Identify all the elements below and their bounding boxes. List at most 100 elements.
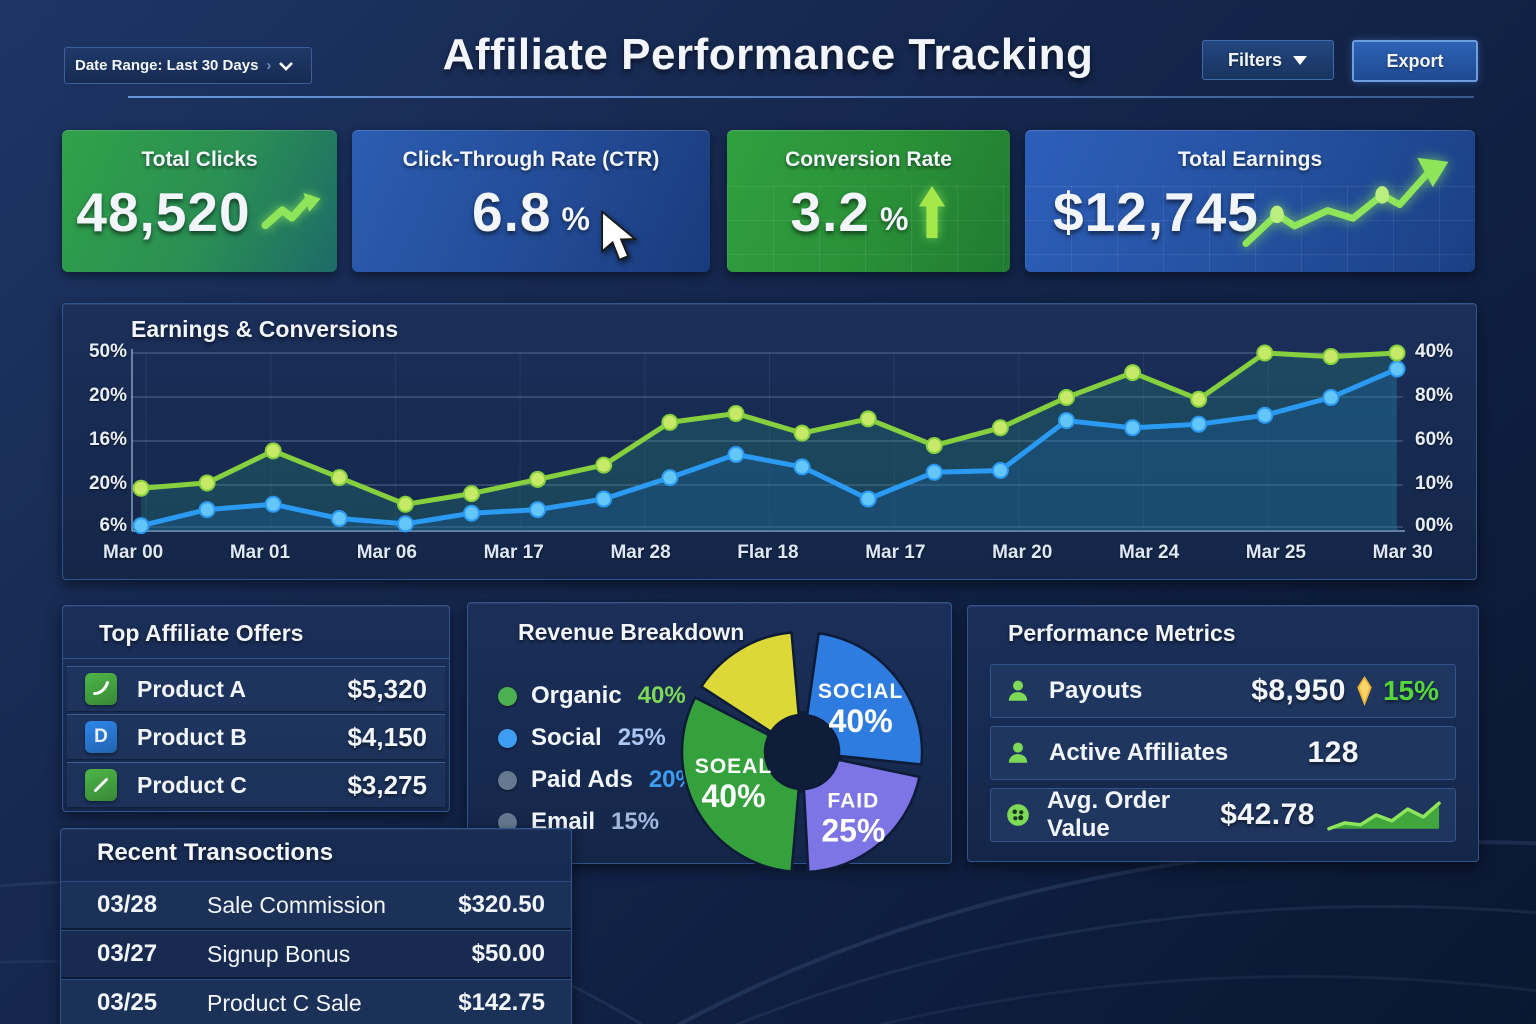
legend-item: Organic 40% [498, 675, 697, 717]
transaction-label: Signup Bonus [207, 940, 351, 967]
y-axis-tick-label: 20% [88, 385, 127, 406]
metric-label: Avg. Order Value [1047, 787, 1171, 842]
person-icon [1005, 678, 1033, 704]
y-axis-tick-label: 80% [1415, 385, 1454, 406]
export-button[interactable]: Export [1352, 40, 1478, 82]
x-axis-tick-label: Mar 00 [103, 542, 164, 563]
earnings-sparkline-icon [1242, 157, 1449, 248]
kpi-label: Total Clicks [141, 148, 258, 171]
metric-change: 15% [1382, 675, 1439, 706]
kpi-label: Conversion Rate [785, 148, 952, 171]
metric-value: 128 [1307, 736, 1359, 769]
pie-legend: Organic 40% Social 25% Paid Ads 20% Email 15% [498, 675, 697, 843]
offer-name: Product B [137, 723, 247, 750]
x-axis-tick-label: Mar 01 [229, 542, 291, 563]
x-axis-tick-label: Mar 24 [1118, 542, 1180, 563]
kpi-card-ctr: Click-Through Rate (CTR) 6.8 % [352, 130, 710, 272]
legend-label: Paid Ads [531, 766, 633, 793]
svg-text:FAID: FAID [827, 789, 879, 812]
transaction-row: 03/28 Sale Commission $320.50 [61, 881, 571, 930]
x-axis-tick-label: Mar 30 [1372, 542, 1433, 563]
green-swoosh-icon [85, 673, 117, 705]
kpi-value: $12,745 [1053, 181, 1259, 243]
kpi-value: 3.2 [790, 181, 870, 243]
metrics-title: Performance Metrics [1008, 620, 1236, 646]
offer-value: $5,320 [347, 673, 427, 704]
svg-text:40%: 40% [829, 703, 893, 739]
y-axis-tick-label: 6% [99, 515, 127, 536]
filters-button-label: Filters [1227, 49, 1283, 70]
x-axis-labels: Mar 00 Mar 01 Mar 06 Mar 17 Mar 28 Flar 18 Mar… [103, 542, 1433, 564]
sparkline-icon [1327, 801, 1441, 831]
x-axis-tick-label: Mar 17 [865, 542, 926, 563]
kpi-value: 6.8 [472, 181, 552, 243]
transaction-date: 03/25 [97, 989, 158, 1016]
legend-dot-icon [498, 812, 517, 832]
header-divider [128, 96, 1474, 98]
arrow-up-icon [919, 186, 946, 238]
y-axis-tick-label: 20% [88, 473, 127, 494]
y-axis-tick-label: 16% [88, 429, 127, 450]
offer-name: Product A [137, 675, 247, 702]
legend-label: Social [531, 724, 602, 751]
chevron-down-icon [1293, 55, 1308, 65]
transaction-amount: $142.75 [458, 989, 545, 1016]
metric-row: Payouts $8,950 15% [990, 664, 1456, 718]
trend-up-icon [261, 192, 321, 230]
transactions-title: Recent Transoctions [97, 839, 334, 866]
legend-dot-icon [498, 770, 517, 790]
kpi-value-suffix: % [561, 200, 590, 237]
svg-text:SOCIAL: SOCIAL [818, 680, 903, 703]
svg-text:40%: 40% [701, 778, 765, 814]
x-axis-tick-label: Flar 18 [737, 542, 799, 563]
kpi-label: Click-Through Rate (CTR) [402, 148, 660, 171]
y-axis-tick-label: 50% [88, 341, 127, 362]
legend-dot-icon [498, 686, 517, 706]
transaction-label: Sale Commission [207, 891, 386, 918]
x-axis-tick-label: Mar 17 [483, 542, 544, 563]
x-axis-tick-label: Mar 06 [356, 542, 417, 563]
chart-title: Earnings & Conversions [131, 316, 399, 342]
offer-name: Product C [137, 771, 247, 798]
top-affiliate-offers-panel: Top Affiliate Offers Product A $5,320 D Pro… [62, 605, 450, 812]
kpi-value-suffix: % [880, 200, 909, 237]
revenue-breakdown-panel: Revenue Breakdown Organic 40% Social 25% Pai… [467, 602, 952, 874]
transaction-date: 03/28 [97, 891, 158, 918]
recent-transactions-panel: Recent Transoctions 03/28 Sale Commission… [60, 828, 572, 1024]
kpi-card-total-clicks: Total Clicks 48,520 [62, 130, 337, 272]
kpi-value: 48,520 [76, 181, 251, 243]
metric-label: Payouts [1049, 677, 1143, 704]
offer-row: D Product B $4,150 [67, 714, 445, 760]
legend-dot-icon [498, 728, 517, 748]
transaction-row: 03/27 Signup Bonus $50.00 [61, 930, 571, 979]
offers-title: Top Affiliate Offers [99, 620, 304, 646]
x-axis-tick-label: Mar 20 [992, 542, 1053, 563]
kpi-card-total-earnings: Total Earnings $12,745 [1025, 130, 1475, 272]
metric-row: Avg. Order Value $42.78 [990, 787, 1456, 842]
date-range-selector[interactable]: Date Range: Last 30 Days › [64, 47, 312, 84]
svg-text:SOEAL: SOEAL [695, 755, 772, 778]
svg-text:25%: 25% [821, 812, 885, 848]
x-axis-tick-label: Mar 25 [1245, 542, 1306, 563]
chevron-down-icon [279, 61, 294, 71]
transaction-amount: $50.00 [471, 940, 545, 967]
mouse-cursor-icon [601, 210, 638, 262]
filters-button[interactable]: Filters [1202, 40, 1334, 80]
page-title: Affiliate Performance Tracking [442, 30, 1094, 79]
metric-value: $42.78 [1220, 798, 1315, 831]
x-axis-tick-label: Mar 28 [610, 542, 671, 563]
transaction-row: 03/25 Product C Sale $142.75 [61, 979, 571, 1024]
legend-value: 40% [637, 682, 686, 709]
transaction-amount: $320.50 [458, 891, 545, 918]
wheel-icon [1005, 802, 1031, 828]
offer-row: Product A $5,320 [67, 666, 445, 712]
date-range-label: Date Range: Last 30 Days [75, 57, 259, 74]
divider [63, 658, 449, 659]
offer-value: $4,150 [347, 721, 427, 752]
y-axis-tick-label: 60% [1415, 429, 1454, 450]
transaction-date: 03/27 [97, 940, 158, 967]
kpi-card-conversion-rate: Conversion Rate 3.2 % [727, 130, 1010, 272]
revenue-title: Revenue Breakdown [518, 619, 745, 645]
diamond-arrow-icon [1357, 675, 1372, 706]
